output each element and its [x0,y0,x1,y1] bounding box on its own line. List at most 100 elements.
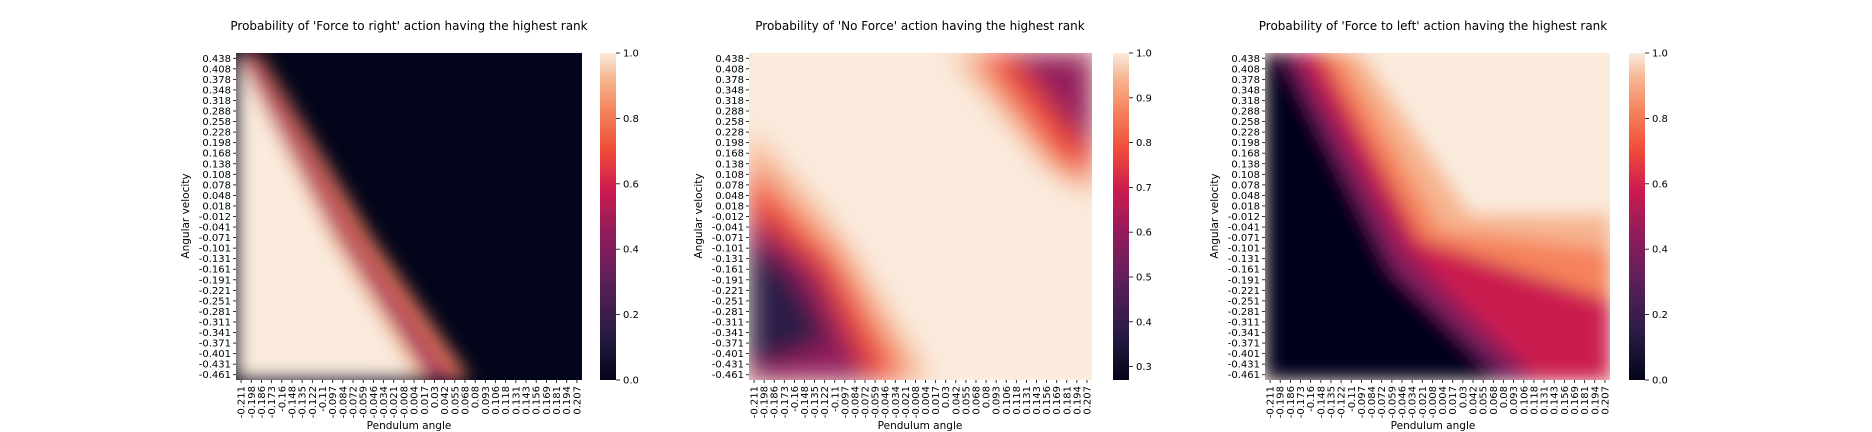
y-tick-label: -0.161 [199,265,231,276]
chart-force-right: Probability of 'Force to right' action h… [180,19,639,432]
y-tick-label: 0.168 [202,149,231,160]
x-tick-label: 0.055 [450,386,461,415]
y-tick-label: -0.012 [1228,212,1260,223]
colorbar-tick-label: 0.0 [623,376,639,387]
y-tick-label: 0.348 [715,85,744,96]
x-tick-label: 0.004 [921,386,932,415]
chart-force-left: Probability of 'Force to left' action ha… [1209,19,1668,432]
x-tick-label: -0.11 [1347,386,1358,412]
x-tick-label: -0.198 [760,386,771,418]
y-tick-label: 0.048 [202,191,231,202]
y-tick-label: -0.281 [199,307,231,318]
y-tick-label: -0.161 [712,265,744,276]
x-tick-label: 0.08 [471,386,482,408]
chart-title: Probability of 'No Force' action having … [755,19,1085,33]
y-tick-label: 0.048 [715,191,744,202]
y-tick-label: 0.198 [202,138,231,149]
y-tick-label: 0.438 [1231,54,1260,65]
x-tick-label: 0.03 [430,386,441,408]
y-tick-label: -0.071 [199,233,231,244]
x-tick-label: 0.068 [971,386,982,415]
x-tick-label: 0.118 [1529,386,1540,415]
x-tick-label: -0.122 [820,386,831,418]
y-tick-label: 0.018 [202,201,231,212]
y-tick-label: -0.131 [712,254,744,265]
y-tick-label: 0.138 [202,159,231,170]
y-tick-label: -0.431 [712,360,744,371]
y-tick-label: 0.288 [715,107,744,118]
y-tick-label: -0.401 [199,349,231,360]
y-tick-label: 0.018 [715,201,744,212]
x-tick-label: -0.198 [1276,386,1287,418]
y-tick-label: -0.221 [1228,286,1260,297]
x-tick-label: -0.084 [1367,386,1378,418]
x-tick-label: -0.072 [861,386,872,418]
x-tick-label: 0.042 [1469,386,1480,415]
x-axis-label: Pendulum angle [367,420,452,432]
y-tick-label: 0.408 [1231,64,1260,75]
x-tick-label: -0.148 [800,386,811,418]
y-tick-label: 0.378 [1231,75,1260,86]
y-tick-label: -0.191 [712,275,744,286]
x-tick-label: -0.021 [1418,386,1429,418]
colorbar-ticks: 0.0 0.2 0.4 0.6 0.8 1.0 [1645,49,1668,387]
x-tick-label: 0.004 [410,386,421,415]
y-tick-label: -0.251 [712,296,744,307]
colorbar-tick-label: 0.4 [623,245,639,256]
colorbar-tick-label: 0.5 [1136,272,1152,283]
colorbar-tick-label: 0.3 [1136,362,1152,373]
x-tick-label: 0.131 [511,386,522,415]
x-tick-label: 0.004 [1438,386,1449,415]
heatmap-area [236,53,582,380]
x-tick-label: 0.169 [542,386,553,415]
x-tick-label: 0.131 [1022,386,1033,415]
x-tick-label: -0.186 [1286,386,1297,418]
x-tick-label: -0.034 [379,386,390,418]
y-tick-label: 0.408 [715,64,744,75]
y-tick-label: 0.138 [715,159,744,170]
x-tick-label: -0.11 [830,386,841,412]
y-tick-label: -0.041 [1228,223,1260,234]
y-tick-label: -0.251 [1228,296,1260,307]
x-tick-label: 0.055 [1479,386,1490,415]
x-tick-label: -0.046 [1397,386,1408,418]
x-axis: -0.211 -0.198 -0.186 -0.173 -0.16 -0.148 -0.13… [237,380,583,418]
x-tick-label: -0.211 [237,386,248,418]
colorbar-tick-label: 0.8 [623,114,639,125]
colorbar-tick-label: 0.4 [1652,245,1668,256]
x-tick-label: 0.017 [931,386,942,415]
y-tick-label: 0.078 [202,180,231,191]
x-tick-label: 0.181 [1580,386,1591,415]
y-tick-label: -0.311 [199,317,231,328]
colorbar-tick-label: 0.0 [1652,376,1668,387]
x-tick-label: -0.034 [1408,386,1419,418]
y-axis: 0.4380.4080.3780.3480.3180.2880.2580.228… [712,54,749,381]
colorbar-tick-label: 0.6 [623,179,639,190]
x-axis-label: Pendulum angle [1391,420,1476,432]
colorbar-tick-label: 0.8 [1136,138,1152,149]
colorbar-tick-label: 0.4 [1136,317,1152,328]
x-tick-label: -0.008 [911,386,922,418]
x-tick-label: -0.059 [871,386,882,418]
x-tick-label: 0.194 [562,386,573,415]
colorbar [600,53,616,380]
y-tick-label: 0.078 [1231,180,1260,191]
x-tick-label: 0.106 [1002,386,1013,415]
y-tick-label: 0.378 [715,75,744,86]
x-tick-label: -0.097 [328,386,339,418]
x-tick-label: -0.084 [850,386,861,418]
y-tick-label: -0.371 [712,339,744,350]
x-tick-label: 0.194 [1072,386,1083,415]
x-tick-label: -0.008 [399,386,410,418]
colorbar-tick-label: 0.2 [623,310,639,321]
y-tick-label: 0.258 [202,117,231,128]
y-tick-label: 0.228 [715,128,744,139]
x-tick-label: -0.16 [790,386,801,412]
x-tick-label: 0.042 [951,386,962,415]
x-tick-label: -0.173 [267,386,278,418]
y-tick-label: 0.258 [715,117,744,128]
y-tick-label: 0.198 [715,138,744,149]
y-tick-label: -0.461 [712,370,744,381]
chart-title: Probability of 'Force to right' action h… [230,19,587,33]
x-tick-label: -0.11 [318,386,329,412]
